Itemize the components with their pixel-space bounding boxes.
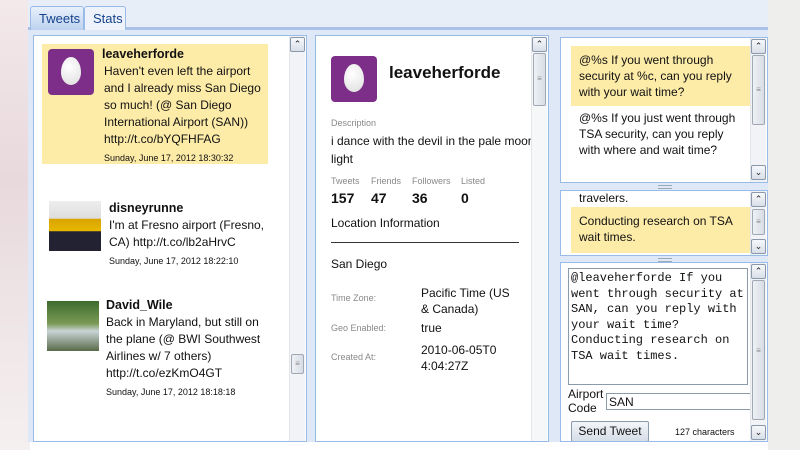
scroll-thumb[interactable]: ≡ bbox=[752, 55, 765, 125]
egg-avatar bbox=[48, 49, 94, 95]
background-right bbox=[768, 0, 800, 450]
scroll-down-icon[interactable]: ⌄ bbox=[751, 165, 766, 180]
scroll-up-icon[interactable]: ⌃ bbox=[532, 37, 547, 52]
airport-code-input[interactable]: SAN bbox=[606, 393, 751, 410]
stat-value: 0 bbox=[461, 190, 469, 206]
field-label: Time Zone: bbox=[331, 293, 377, 303]
suffixes-panel: travelers. Conducting research on TSA wa… bbox=[560, 190, 768, 256]
scroll-thumb[interactable]: ≡ bbox=[752, 280, 765, 420]
tweet-timestamp: Sunday, June 17, 2012 18:30:32 bbox=[104, 153, 234, 163]
profile-panel: leaveherforde Description i dance with t… bbox=[315, 35, 549, 442]
tab-stats[interactable]: Stats bbox=[84, 6, 126, 30]
location-heading: Location Information bbox=[331, 216, 440, 230]
app-window: Tweets Stats leaveherforde Haven't even … bbox=[28, 0, 768, 442]
suffix-item[interactable]: Conducting research on TSA wait times. bbox=[571, 207, 753, 253]
field-value: true bbox=[421, 321, 442, 335]
profile-stats: Tweets 157 Friends 47 Followers 36 Listed 0 bbox=[331, 176, 485, 206]
tweet-item[interactable]: disneyrunne I'm at Fresno airport (Fresn… bbox=[42, 198, 268, 268]
egg-avatar bbox=[331, 56, 377, 102]
stat-label: Listed bbox=[461, 176, 486, 186]
stat-value: 47 bbox=[371, 190, 387, 206]
scroll-thumb[interactable]: ≡ bbox=[533, 53, 546, 106]
stat-value: 157 bbox=[331, 190, 355, 206]
profile-description: i dance with the devil in the pale moon … bbox=[331, 134, 535, 166]
tweet-text: Back in Maryland, but still on the plane… bbox=[106, 315, 261, 380]
profile-name: leaveherforde bbox=[389, 63, 501, 82]
suffixes-scrollbar[interactable]: ⌃ ≡ ⌄ bbox=[750, 191, 766, 255]
profile-scrollbar[interactable]: ⌃ ≡ bbox=[531, 36, 547, 441]
tab-bar: Tweets Stats bbox=[28, 0, 768, 30]
send-tweet-button[interactable]: Send Tweet bbox=[571, 421, 649, 441]
tweet-text: I'm at Fresno airport (Fresno, CA) http:… bbox=[109, 218, 265, 249]
templates-scrollbar[interactable]: ⌃ ≡ ⌄ bbox=[750, 38, 766, 182]
fountain-avatar bbox=[47, 301, 99, 351]
tweet-text: Haven't even left the airport and I alre… bbox=[104, 64, 261, 146]
lego-avatar bbox=[49, 201, 101, 251]
background-left bbox=[0, 0, 30, 450]
airport-code-label: Airport Code bbox=[568, 387, 604, 415]
compose-panel: @leaveherforde If you went through secur… bbox=[560, 262, 768, 442]
template-item[interactable]: @%s If you just went through TSA securit… bbox=[579, 111, 736, 157]
stat-label: Followers bbox=[412, 176, 451, 186]
tweet-timestamp: Sunday, June 17, 2012 18:18:18 bbox=[106, 387, 236, 397]
tab-tweets[interactable]: Tweets bbox=[30, 6, 84, 30]
scroll-down-icon[interactable]: ⌄ bbox=[751, 239, 766, 254]
template-item[interactable]: @%s If you went through security at %c, … bbox=[571, 46, 753, 106]
stat-label: Tweets bbox=[331, 176, 360, 186]
field-label: Created At: bbox=[331, 352, 377, 362]
field-value: Pacific Time (US & Canada) bbox=[421, 286, 510, 316]
compose-scrollbar[interactable]: ⌃ ≡ ⌄ bbox=[750, 263, 766, 441]
scroll-up-icon[interactable]: ⌃ bbox=[751, 192, 766, 207]
scroll-down-icon[interactable]: ⌄ bbox=[751, 425, 766, 440]
scroll-up-icon[interactable]: ⌃ bbox=[290, 37, 305, 52]
field-value: 2010-06-05T04:04:27Z bbox=[421, 343, 497, 373]
description-label: Description bbox=[331, 118, 377, 128]
tweet-username[interactable]: leaveherforde bbox=[102, 47, 184, 61]
tweet-item[interactable]: leaveherforde Haven't even left the airp… bbox=[42, 44, 268, 164]
tweet-compose-textarea[interactable]: @leaveherforde If you went through secur… bbox=[568, 268, 748, 385]
templates-panel: @%s If you went through security at %c, … bbox=[560, 37, 768, 183]
scroll-up-icon[interactable]: ⌃ bbox=[751, 39, 766, 54]
tweet-item[interactable]: David_Wile Back in Maryland, but still o… bbox=[42, 297, 268, 397]
tweet-timestamp: Sunday, June 17, 2012 18:22:10 bbox=[109, 256, 239, 266]
stat-label: Friends bbox=[371, 176, 402, 186]
location-value: San Diego bbox=[331, 257, 388, 271]
splitter[interactable] bbox=[560, 183, 768, 190]
splitter[interactable] bbox=[560, 256, 768, 263]
scroll-thumb[interactable]: ≡ bbox=[291, 354, 304, 374]
scroll-thumb[interactable]: ≡ bbox=[752, 209, 765, 235]
suffix-item[interactable]: travelers. bbox=[579, 191, 629, 205]
tweet-username[interactable]: David_Wile bbox=[106, 298, 173, 312]
scroll-up-icon[interactable]: ⌃ bbox=[751, 264, 766, 279]
tweet-list-panel: leaveherforde Haven't even left the airp… bbox=[33, 35, 307, 442]
field-label: Geo Enabled: bbox=[331, 323, 387, 333]
tweet-username[interactable]: disneyrunne bbox=[109, 201, 184, 215]
divider bbox=[331, 242, 519, 243]
tweet-list-scrollbar[interactable]: ⌃ ≡ bbox=[289, 36, 305, 441]
character-count: 127 characters bbox=[675, 427, 735, 437]
stat-value: 36 bbox=[412, 190, 428, 206]
